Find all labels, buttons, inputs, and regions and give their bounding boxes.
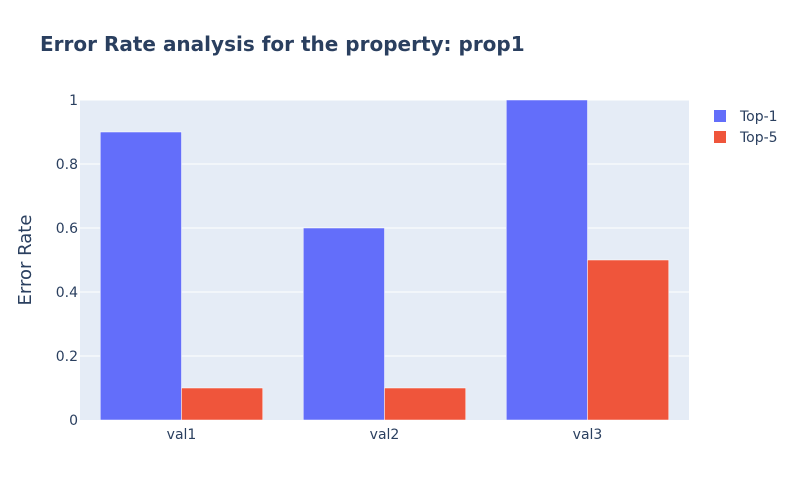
- bar-top-1-val3[interactable]: [506, 99, 588, 421]
- legend-swatch: [714, 131, 726, 143]
- x-tick-label: val1: [167, 427, 197, 443]
- legend-label: Top-5: [739, 130, 778, 146]
- bar-top-5-val2[interactable]: [384, 387, 466, 421]
- bar-top-5-val1[interactable]: [181, 387, 263, 421]
- y-tick-label: 0: [69, 413, 78, 429]
- y-tick-label: 0.4: [56, 285, 78, 301]
- bar-top-1-val1[interactable]: [100, 131, 182, 421]
- legend-item-top-1[interactable]: Top-1: [714, 109, 778, 125]
- x-axis-ticks: val1 val2 val3: [167, 427, 603, 443]
- bar-top-1-val2[interactable]: [303, 227, 385, 421]
- bar-top-5-val3[interactable]: [587, 259, 669, 421]
- legend-item-top-5[interactable]: Top-5: [714, 130, 778, 146]
- y-tick-label: 0.8: [56, 157, 78, 173]
- y-axis-ticks: 0 0.2 0.4 0.6 0.8 1: [56, 93, 78, 429]
- y-tick-label: 0.6: [56, 221, 78, 237]
- x-tick-label: val2: [370, 427, 400, 443]
- y-tick-label: 0.2: [56, 349, 78, 365]
- legend-swatch: [714, 110, 726, 122]
- legend-label: Top-1: [739, 109, 778, 125]
- bars: [100, 99, 669, 421]
- x-tick-label: val3: [573, 427, 603, 443]
- legend: Top-1 Top-5: [714, 109, 778, 146]
- chart-title: Error Rate analysis for the property: pr…: [40, 32, 525, 56]
- y-axis-title: Error Rate: [15, 215, 36, 306]
- y-tick-label: 1: [69, 93, 78, 109]
